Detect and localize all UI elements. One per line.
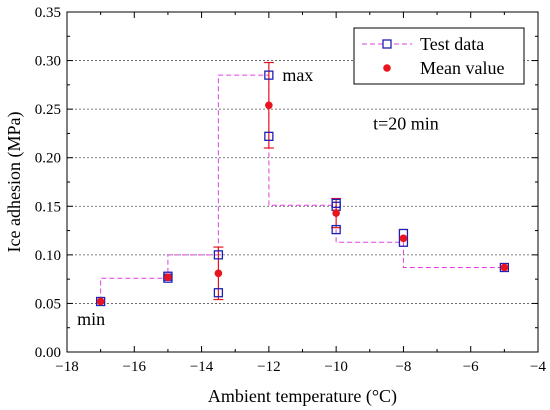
annotations: max min t=20 min <box>77 65 439 329</box>
y-axis-ticks: 0.00 0.05 0.10 0.15 0.20 0.25 0.30 0.35 <box>35 5 538 361</box>
legend-box <box>353 27 525 85</box>
y-tick-label: 0.10 <box>35 248 61 264</box>
y-tick-label: 0.30 <box>35 54 61 70</box>
x-tick-label: −4 <box>530 359 546 375</box>
y-tick-label: 0.00 <box>35 345 61 361</box>
y-tick-label: 0.25 <box>35 102 61 118</box>
test-data-point <box>331 224 341 235</box>
mean-value-point <box>399 234 408 243</box>
mean-value-point <box>214 269 223 278</box>
test-data-point <box>213 250 224 260</box>
y-tick-label: 0.15 <box>35 199 61 215</box>
legend: Test data Mean value <box>353 27 525 85</box>
mean-value-point <box>164 273 172 282</box>
annotation-t-20-min: t=20 min <box>373 114 439 134</box>
legend-test-data-marker <box>382 39 392 49</box>
annotation-min: min <box>77 309 105 329</box>
x-tick-label: −8 <box>395 359 411 375</box>
y-tick-label: 0.20 <box>35 151 61 167</box>
mean-value-point <box>500 263 509 272</box>
test-data-point <box>213 288 224 298</box>
test-data-point <box>95 296 106 307</box>
test-data-point <box>264 131 274 141</box>
x-tick-label: −10 <box>324 359 347 375</box>
data-marks <box>95 70 510 307</box>
x-axis-label: Ambient temperature (°C) <box>208 386 397 407</box>
y-axis-label: Ice adhesion (MPa) <box>4 112 25 253</box>
legend-mean-value-marker <box>383 64 391 72</box>
mean-value-point <box>332 209 340 217</box>
mean-value-point <box>96 297 105 306</box>
test-data-point <box>264 70 274 80</box>
x-axis-ticks: −18 −16 −14 −12 −10 −8 −6 −4 <box>55 12 546 375</box>
x-tick-label: −14 <box>190 359 214 375</box>
legend-mean-value-label: Mean value <box>420 58 504 78</box>
x-tick-label: −16 <box>123 359 147 375</box>
x-tick-label: −6 <box>463 359 479 375</box>
y-tick-label: 0.05 <box>35 296 61 312</box>
legend-test-data-label: Test data <box>420 34 484 54</box>
test-data-point <box>499 262 510 273</box>
error-bars <box>213 61 342 301</box>
mean-value-point <box>265 101 273 110</box>
x-tick-label: −18 <box>55 359 78 375</box>
y-tick-label: 0.35 <box>35 5 61 21</box>
x-tick-label: −12 <box>257 359 280 375</box>
annotation-max: max <box>282 65 313 85</box>
